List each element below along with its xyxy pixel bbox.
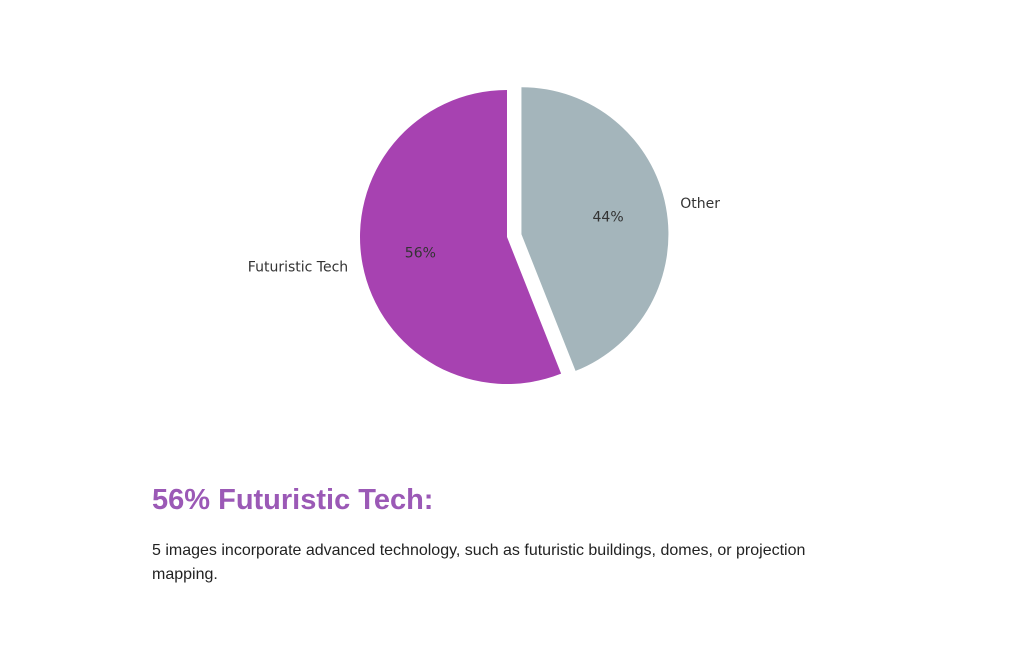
slice-label: Other [680, 196, 720, 212]
summary-heading: 56% Futuristic Tech: [152, 484, 434, 516]
slice-label: Futuristic Tech [248, 259, 348, 275]
pie-slice [521, 87, 669, 371]
slice-value-label: 44% [593, 210, 624, 226]
summary-text: 5 images incorporate advanced technology… [152, 542, 806, 583]
slice-value-label: 56% [405, 246, 436, 262]
pie-slice [360, 90, 562, 384]
chart: Futuristic Tech 56% Other 44% [248, 87, 720, 384]
summary: 56% Futuristic Tech: 5 images incorporat… [152, 484, 852, 587]
